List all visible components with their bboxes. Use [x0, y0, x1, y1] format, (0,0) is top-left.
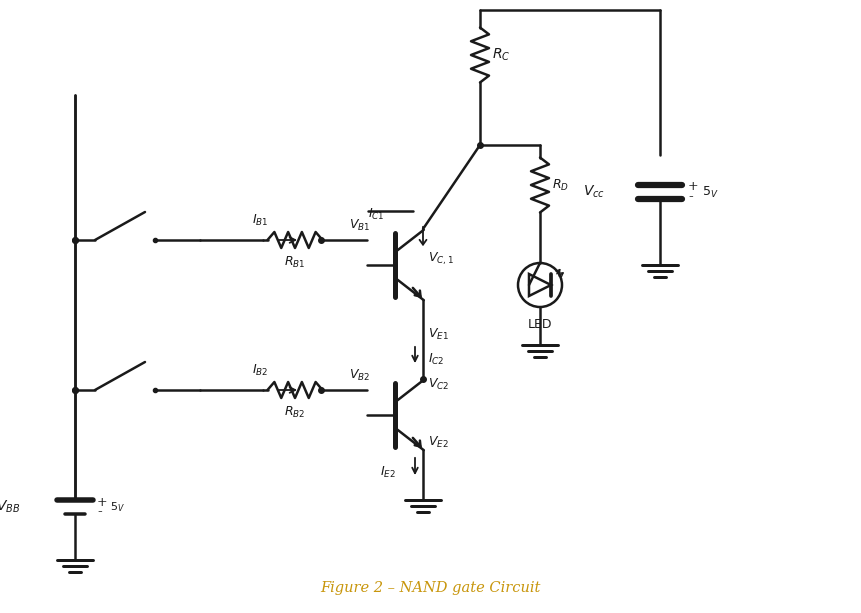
Text: $V_{cc}$: $V_{cc}$ — [583, 184, 605, 200]
Text: $I_{B2}$: $I_{B2}$ — [252, 362, 268, 378]
Text: $R_C$: $R_C$ — [492, 47, 511, 63]
Text: $5_V$: $5_V$ — [110, 500, 125, 514]
Text: $I_{B1}$: $I_{B1}$ — [251, 213, 269, 227]
Text: $R_{B1}$: $R_{B1}$ — [284, 254, 306, 270]
Text: $R_D$: $R_D$ — [552, 177, 569, 192]
Text: $I_{C1}$: $I_{C1}$ — [368, 207, 385, 221]
Text: $V_{BB}$: $V_{BB}$ — [0, 499, 20, 515]
Text: $V_{E1}$: $V_{E1}$ — [428, 327, 449, 341]
Text: +: + — [688, 180, 698, 194]
Text: -: - — [97, 505, 102, 519]
Text: +: + — [97, 495, 108, 509]
Text: LED: LED — [528, 319, 552, 332]
Text: $R_{B2}$: $R_{B2}$ — [284, 405, 306, 419]
Text: $I_{E2}$: $I_{E2}$ — [380, 465, 396, 479]
Text: $V_{B1}$: $V_{B1}$ — [350, 218, 370, 232]
Text: $V_{C,1}$: $V_{C,1}$ — [428, 251, 454, 267]
Text: $V_{B2}$: $V_{B2}$ — [350, 367, 370, 383]
Text: -: - — [688, 190, 693, 204]
Text: $V_{E2}$: $V_{E2}$ — [428, 435, 449, 449]
Text: Figure 2 – NAND gate Circuit: Figure 2 – NAND gate Circuit — [320, 581, 541, 595]
Text: $5_V$: $5_V$ — [702, 185, 719, 200]
Text: $V_{C2}$: $V_{C2}$ — [428, 376, 449, 392]
Text: $I_{C2}$: $I_{C2}$ — [428, 351, 444, 367]
